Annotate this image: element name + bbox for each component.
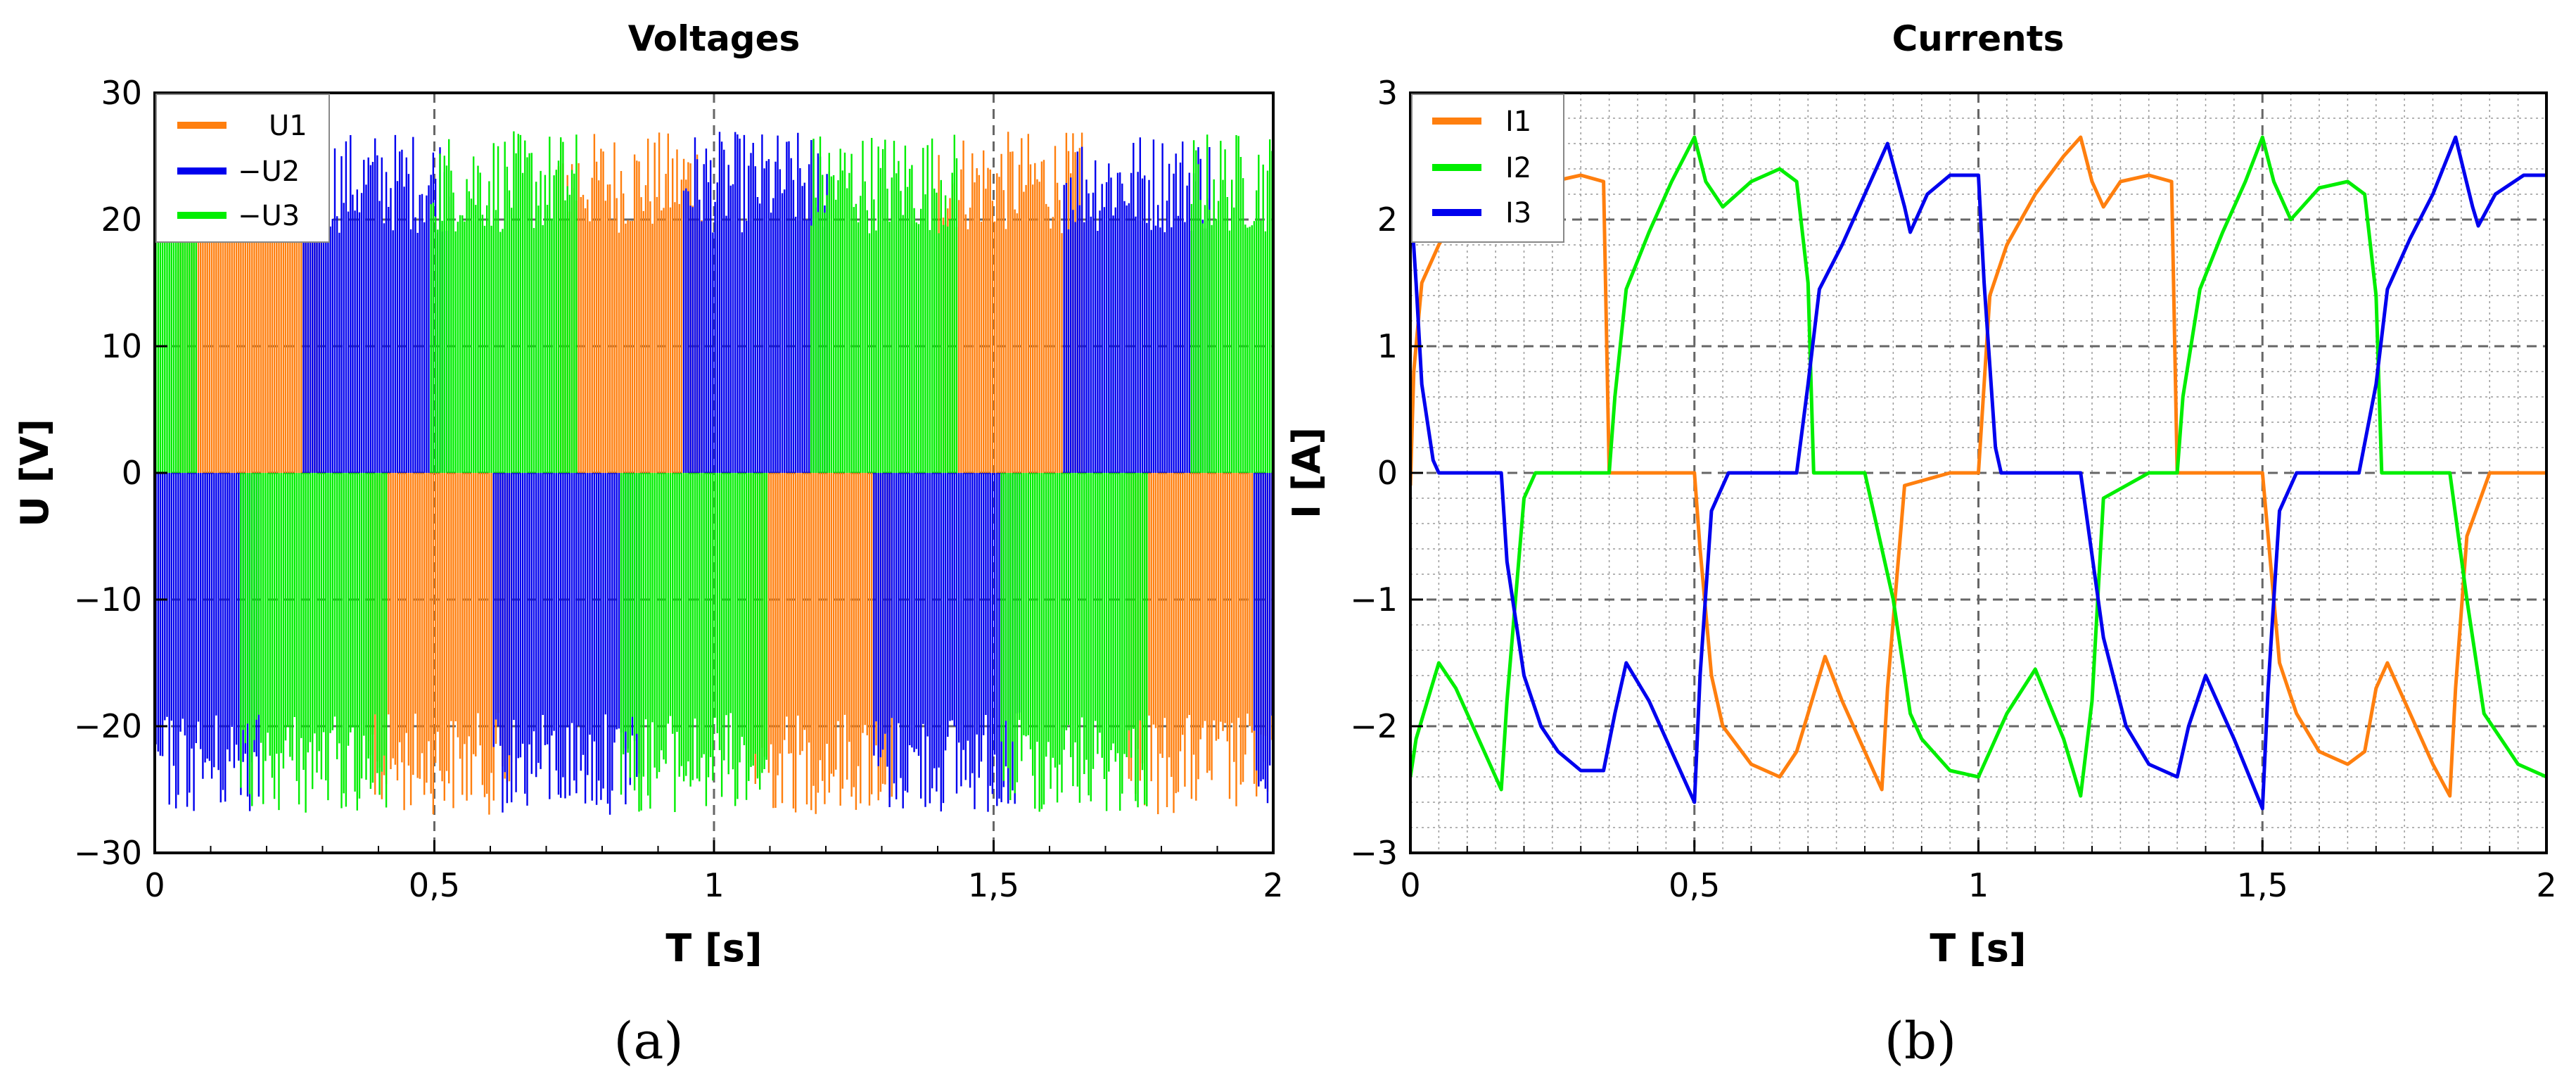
y-tick-label: −10 [74, 581, 142, 619]
y-tick-label: −3 [1350, 834, 1398, 872]
x-tick-label: 1,5 [2237, 866, 2288, 904]
x-tick-label: 1 [1968, 866, 1989, 904]
panel-label-b: (b) [1885, 1011, 1956, 1070]
currents-xlabel: T [s] [1930, 926, 2026, 970]
y-tick-label: 30 [101, 74, 142, 112]
x-tick-label: 0,5 [409, 866, 460, 904]
currents-series [1410, 135, 2546, 811]
currents-title: Currents [1892, 18, 2065, 59]
legend-label-i3: I3 [1505, 197, 1531, 229]
y-tick-label: −20 [74, 707, 142, 745]
y-tick-label: 0 [1377, 454, 1398, 492]
voltages-chart: Voltages 0 0,5 1 1,5 2 −30 −20 −10 0 10 20 30 T [s]… [13, 18, 1284, 1070]
y-tick-label: 20 [101, 201, 142, 239]
x-tick-label: 2 [2536, 866, 2556, 904]
y-tick-label: 1 [1377, 327, 1398, 365]
legend-label-u3: −U3 [238, 200, 300, 232]
series-line-i1 [1410, 135, 2546, 798]
x-tick-label: 1,5 [968, 866, 1019, 904]
x-tick-label: 0 [1400, 866, 1420, 904]
x-tick-label: 2 [1263, 866, 1283, 904]
legend-label-u2: −U2 [238, 156, 300, 188]
voltages-title: Voltages [628, 18, 801, 59]
x-tick-label: 0,5 [1669, 866, 1720, 904]
y-tick-label: 2 [1377, 201, 1398, 239]
series-line-i2 [1410, 135, 2546, 798]
y-tick-label: −1 [1350, 581, 1398, 619]
legend-label-i2: I2 [1505, 152, 1531, 184]
currents-chart: Currents 0 0,5 1 1,5 2 −3 −2 −1 0 1 2 3 T [s] I [A]… [1284, 18, 2557, 1070]
voltages-xlabel: T [s] [665, 926, 762, 970]
currents-ylabel: I [A] [1284, 427, 1329, 519]
y-tick-label: 3 [1377, 74, 1398, 112]
currents-ticks: 0 0,5 1 1,5 2 −3 −2 −1 0 1 2 3 [1350, 74, 2556, 904]
y-tick-label: −2 [1350, 707, 1398, 745]
x-tick-label: 0 [144, 866, 165, 904]
y-tick-label: 0 [122, 454, 142, 492]
y-tick-label: −30 [74, 834, 142, 872]
voltages-legend: U1 −U2 −U3 [155, 94, 330, 243]
y-tick-label: 10 [101, 327, 142, 365]
legend-label-u1: U1 [269, 110, 307, 142]
currents-legend: I1 I2 I3 [1411, 94, 1564, 243]
x-tick-label: 1 [703, 866, 724, 904]
panel-label-a: (a) [613, 1011, 683, 1070]
voltages-ticks: 0 0,5 1 1,5 2 −30 −20 −10 0 10 20 30 [74, 74, 1284, 904]
series-line-i3 [1410, 135, 2546, 811]
voltages-ylabel: U [V] [13, 419, 57, 527]
legend-label-i1: I1 [1505, 106, 1531, 138]
